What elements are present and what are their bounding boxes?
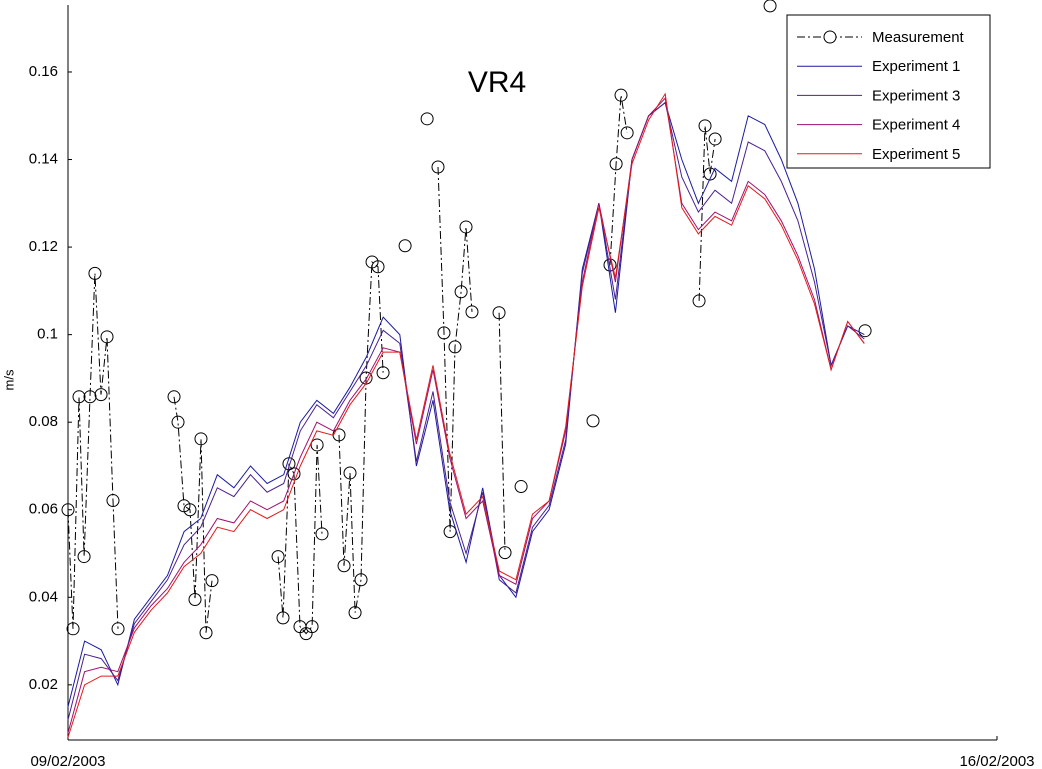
data-point <box>276 611 290 625</box>
x-tick-label: 09/02/2003 <box>30 753 105 769</box>
data-point <box>459 220 473 234</box>
data-point <box>431 160 445 174</box>
data-point <box>66 622 80 636</box>
data-point <box>454 285 468 299</box>
data-point <box>376 366 390 380</box>
data-point <box>620 126 634 140</box>
data-point <box>371 260 385 274</box>
data-point <box>205 574 219 588</box>
data-point <box>698 119 712 133</box>
chart-title: VR4 <box>468 66 526 99</box>
legend <box>786 14 991 169</box>
data-point <box>194 432 208 446</box>
data-point <box>77 550 91 564</box>
data-point <box>858 324 872 338</box>
data-point <box>167 390 181 404</box>
y-tick-label: 0.02 <box>29 676 58 693</box>
data-point <box>354 573 368 587</box>
data-point <box>498 546 512 560</box>
data-point <box>271 550 285 564</box>
y-tick-label: 0.1 <box>37 326 58 343</box>
data-point <box>348 606 362 620</box>
data-point <box>703 167 717 181</box>
data-point <box>83 390 97 404</box>
data-point <box>609 157 623 171</box>
series-line <box>67 97 865 734</box>
data-point <box>171 415 185 429</box>
data-point <box>586 414 600 428</box>
legend-label: Experiment 5 <box>872 146 960 163</box>
data-point <box>763 0 777 13</box>
legend-label: Experiment 4 <box>872 117 960 134</box>
series-line <box>67 101 865 707</box>
data-point <box>708 132 722 146</box>
x-tick-label: 16/02/2003 <box>959 753 1034 769</box>
legend-label: Experiment 1 <box>872 58 960 75</box>
data-point <box>398 239 412 253</box>
legend-marker <box>823 30 837 44</box>
y-tick-label: 0.06 <box>29 501 58 518</box>
series-line <box>67 101 865 721</box>
data-point <box>420 112 434 126</box>
data-point <box>514 480 528 494</box>
y-tick-label: 0.04 <box>29 588 58 605</box>
data-point <box>465 305 479 319</box>
data-point <box>692 294 706 308</box>
data-point <box>183 503 197 517</box>
data-point <box>111 622 125 636</box>
data-point <box>305 620 319 634</box>
data-point <box>287 467 301 481</box>
data-point <box>310 438 324 452</box>
data-point <box>188 592 202 606</box>
y-axis-label: m/s <box>1 369 16 390</box>
data-point <box>337 559 351 573</box>
legend-label: Measurement <box>872 29 965 46</box>
data-point <box>106 494 120 508</box>
data-point <box>492 306 506 320</box>
series-line <box>67 92 865 738</box>
data-point <box>199 626 213 640</box>
data-point <box>315 527 329 541</box>
y-tick-label: 0.14 <box>29 150 58 167</box>
legend-label: Experiment 3 <box>872 87 960 104</box>
data-point <box>72 390 86 404</box>
data-point <box>343 466 357 480</box>
data-point <box>437 326 451 340</box>
y-tick-label: 0.08 <box>29 413 58 430</box>
y-tick-label: 0.12 <box>29 238 58 255</box>
data-point <box>100 330 114 344</box>
data-point <box>88 266 102 280</box>
y-tick-label: 0.16 <box>29 63 58 80</box>
data-point <box>61 503 75 517</box>
data-point <box>614 88 628 102</box>
data-point <box>94 388 108 402</box>
data-point <box>448 340 462 354</box>
